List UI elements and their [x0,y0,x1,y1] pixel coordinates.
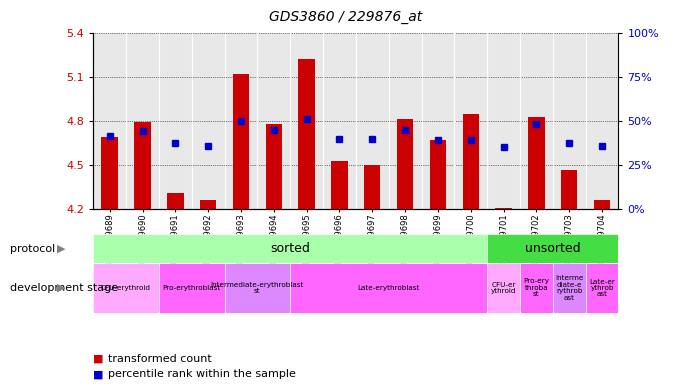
Text: unsorted: unsorted [525,242,580,255]
Bar [520,263,553,313]
Text: transformed count: transformed count [108,354,212,364]
Text: percentile rank within the sample: percentile rank within the sample [108,369,296,379]
Bar [331,161,348,209]
Text: Pro-erythroblast: Pro-erythroblast [162,285,221,291]
Bar [495,208,512,209]
Text: ▶: ▶ [57,243,66,254]
Bar [397,119,413,209]
Bar [93,234,487,263]
Text: Intermediate-erythroblast
st: Intermediate-erythroblast st [211,282,304,294]
Bar [159,263,225,313]
Bar [299,59,315,209]
Bar [586,263,618,313]
Bar [93,263,159,313]
Bar [594,200,610,209]
Text: Late-er
ythrob
ast: Late-er ythrob ast [589,278,615,298]
Bar [462,114,479,209]
Bar [233,74,249,209]
Bar [102,137,118,209]
Text: Late-erythroblast: Late-erythroblast [357,285,420,291]
Bar [265,124,282,209]
Text: protocol: protocol [10,243,55,254]
Bar [225,263,290,313]
Text: CFU-erythroid: CFU-erythroid [101,285,151,291]
Bar [561,170,578,209]
Bar [528,117,545,209]
Bar [487,263,520,313]
Bar [487,234,618,263]
Text: CFU-er
ythroid: CFU-er ythroid [491,282,516,294]
Bar [134,122,151,209]
Text: sorted: sorted [270,242,310,255]
Bar [430,140,446,209]
Text: ■: ■ [93,354,104,364]
Text: Pro-ery
throba
st: Pro-ery throba st [523,278,549,298]
Text: Interme
diate-e
rythrob
ast: Interme diate-e rythrob ast [555,275,583,301]
Text: ▶: ▶ [57,283,66,293]
Text: GDS3860 / 229876_at: GDS3860 / 229876_at [269,10,422,23]
Text: ■: ■ [93,369,104,379]
Bar [364,165,381,209]
Bar [200,200,216,209]
Bar [167,193,184,209]
Bar [290,263,487,313]
Bar [553,263,586,313]
Text: development stage: development stage [10,283,118,293]
